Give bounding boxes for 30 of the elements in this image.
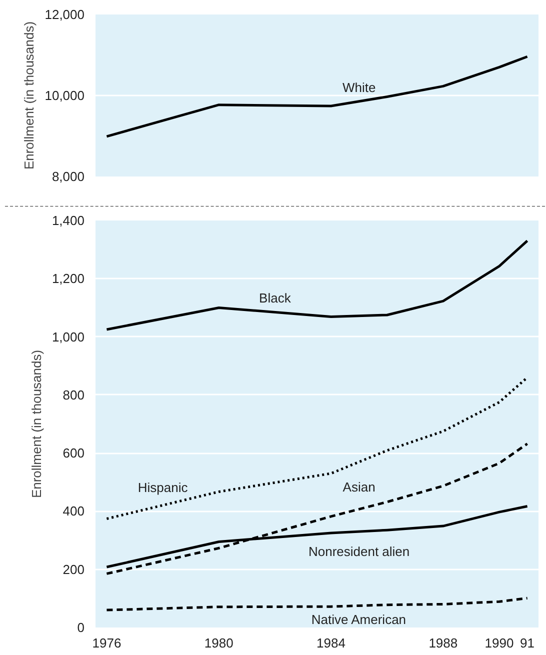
series-label: White [342,80,376,95]
x-tick-label: 1984 [316,636,346,650]
y-tick-label: 1,400 [52,213,85,228]
line-series [105,596,529,612]
x-tick-label: 1990 [484,636,514,650]
x-tick-label: 1976 [92,636,122,650]
y-tick-label: 0 [77,620,85,635]
series-label: Native American [311,612,406,628]
line-series [105,442,529,575]
y-tick-label: 1,200 [52,271,85,286]
x-tick-label: 1988 [428,636,458,650]
y-tick-label: 200 [62,562,85,577]
series-label: Black [259,290,292,306]
series-label: Asian [342,480,376,495]
y-tick-label: 10,000 [44,88,85,103]
x-tick-label: 91 [520,636,535,650]
series-label: Hispanic [138,480,188,495]
y-tick-label: 8,000 [52,169,85,184]
y-tick-label: 400 [62,504,85,519]
y-tick-label: 12,000 [44,7,85,22]
x-tick-label: 1980 [204,636,234,650]
series-label: Nonresident alien [308,544,410,560]
y-tick-label: 800 [62,387,85,402]
y-axis-title: Enrollment (in thousands) [28,350,44,498]
y-tick-label: 600 [62,446,85,461]
y-axis-title: Enrollment (in thousands) [22,21,37,170]
line-series [105,55,529,138]
line-series [105,240,529,331]
line-series [105,376,529,520]
y-tick-label: 1,000 [52,329,85,344]
